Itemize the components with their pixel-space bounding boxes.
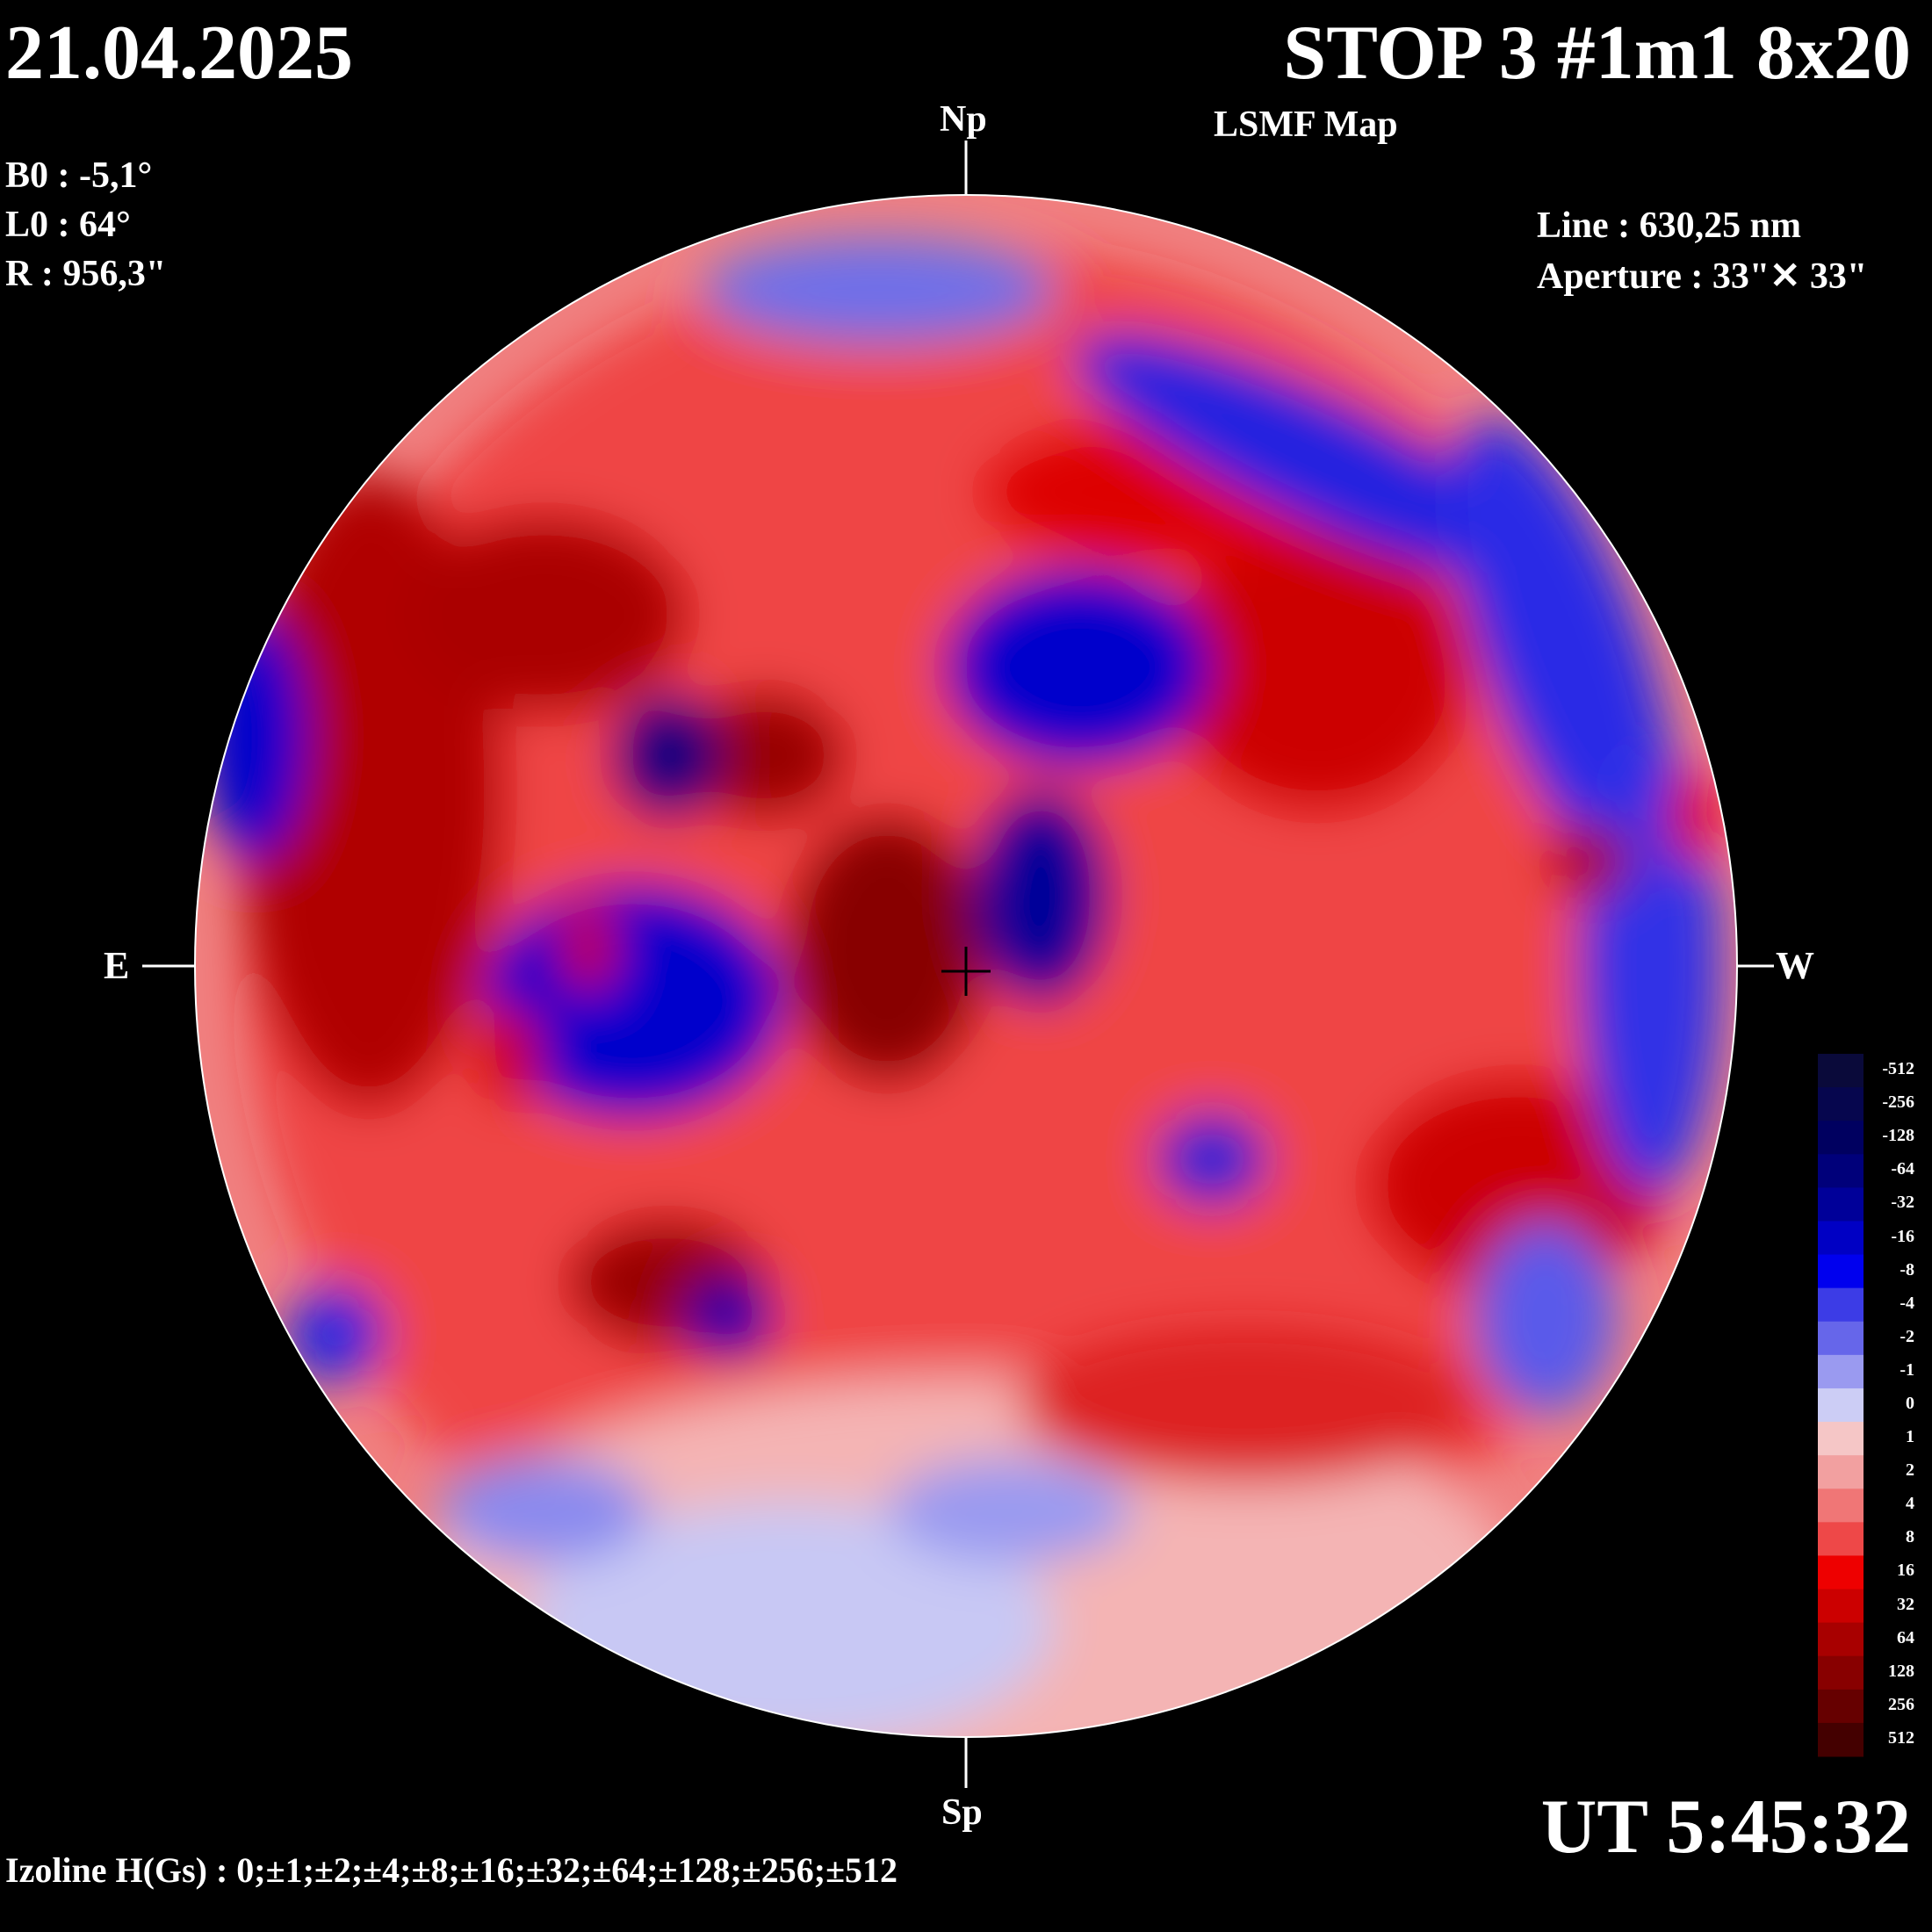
colorbar-label: 2 [1906, 1460, 1914, 1481]
colorbar-swatch [1818, 1422, 1864, 1456]
colorbar-swatch [1818, 1321, 1864, 1356]
colorbar-label: -2 [1900, 1326, 1914, 1346]
colorbar-swatch [1818, 1689, 1864, 1724]
colorbar-label: -512 [1882, 1059, 1914, 1079]
east-label: E [104, 944, 130, 987]
colorbar-swatch [1818, 1221, 1864, 1256]
b0-param: B0 : -5,1° [5, 155, 153, 196]
colorbar-swatch [1818, 1087, 1864, 1121]
colorbar-label: 128 [1888, 1661, 1914, 1681]
l0-param: L0 : 64° [5, 205, 131, 245]
colorbar-label: 64 [1897, 1627, 1914, 1647]
izoline-levels: Izoline H(Gs) : 0;±1;±2;±4;±8;±16;±32;±6… [5, 1850, 898, 1890]
colorbar-swatch [1818, 1121, 1864, 1155]
colorbar-swatch [1818, 1455, 1864, 1489]
colorbar-swatch [1818, 1655, 1864, 1690]
instrument-info: Line : 630,25 nm Aperture : 33"✕ 33" [1537, 200, 1867, 302]
colorbar-label: -256 [1882, 1092, 1914, 1113]
colorbar-label: 32 [1897, 1594, 1914, 1614]
colorbar-label: 512 [1888, 1727, 1914, 1748]
colorbar-swatch [1818, 1489, 1864, 1523]
colorbar-label: -64 [1891, 1159, 1914, 1179]
colorbar-label: 0 [1906, 1394, 1914, 1413]
colorbar-label: -32 [1891, 1193, 1914, 1213]
colorbar-swatch [1818, 1522, 1864, 1556]
colorbar-swatch [1818, 1555, 1864, 1590]
map-title: STOP 3 #1m1 8x20 [1283, 11, 1911, 96]
colorbar-swatch [1818, 1254, 1864, 1289]
colorbar-swatch [1818, 1354, 1864, 1389]
west-label: W [1776, 944, 1814, 987]
colorbar-label: 16 [1897, 1561, 1914, 1581]
colorbar-swatch [1818, 1388, 1864, 1423]
colorbar-swatch [1818, 1054, 1864, 1088]
colorbar-swatch [1818, 1589, 1864, 1624]
map-subtitle: LSMF Map [1214, 105, 1398, 145]
colorbar-swatch [1818, 1287, 1864, 1323]
colorbar-label: 256 [1888, 1694, 1914, 1714]
line-wavelength: Line : 630,25 nm [1537, 205, 1802, 246]
date-label: 21.04.2025 [5, 11, 353, 96]
ut-time: UT 5:45:32 [1540, 1784, 1911, 1870]
colorbar-label: -4 [1900, 1293, 1914, 1313]
south-pole-label: Sp [941, 1792, 983, 1833]
north-pole-label: Np [940, 99, 987, 140]
colorbar-swatch [1818, 1187, 1864, 1222]
colorbar-label: 4 [1906, 1494, 1914, 1514]
colorbar-swatch [1818, 1722, 1864, 1757]
colorbar-label: -1 [1900, 1359, 1914, 1380]
colorbar-label: 1 [1906, 1427, 1914, 1447]
colorbar-label: 8 [1906, 1527, 1914, 1547]
aperture-size: Aperture : 33"✕ 33" [1537, 256, 1868, 297]
colorbar-swatch [1818, 1154, 1864, 1188]
colorbar [1818, 1054, 1864, 1757]
colorbar-label: -128 [1882, 1126, 1914, 1146]
radius-param: R : 956,3" [5, 254, 167, 294]
colorbar-label: -8 [1900, 1259, 1914, 1280]
colorbar-label: -16 [1891, 1226, 1914, 1246]
observation-parameters: B0 : -5,1° L0 : 64° R : 956,3" [5, 151, 166, 299]
colorbar-swatch [1818, 1622, 1864, 1657]
